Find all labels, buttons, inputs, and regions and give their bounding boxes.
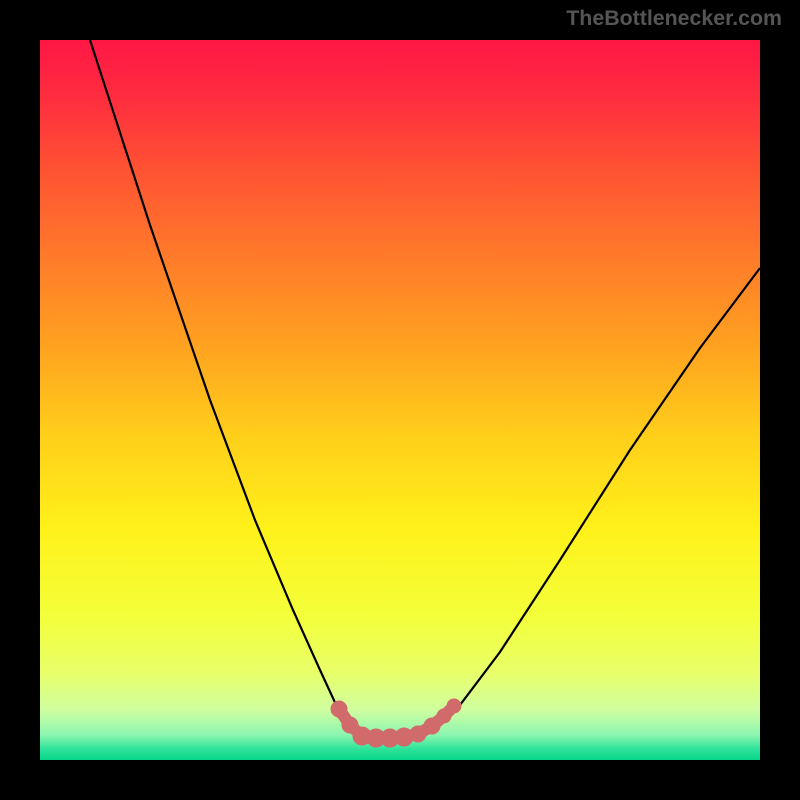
figure-stage: TheBottlenecker.com — [0, 0, 800, 800]
trough-marker — [424, 718, 440, 734]
gradient-background — [40, 40, 760, 760]
trough-marker — [447, 699, 461, 713]
trough-marker — [410, 726, 426, 742]
trough-marker — [331, 701, 347, 717]
bottleneck-chart — [0, 0, 800, 800]
